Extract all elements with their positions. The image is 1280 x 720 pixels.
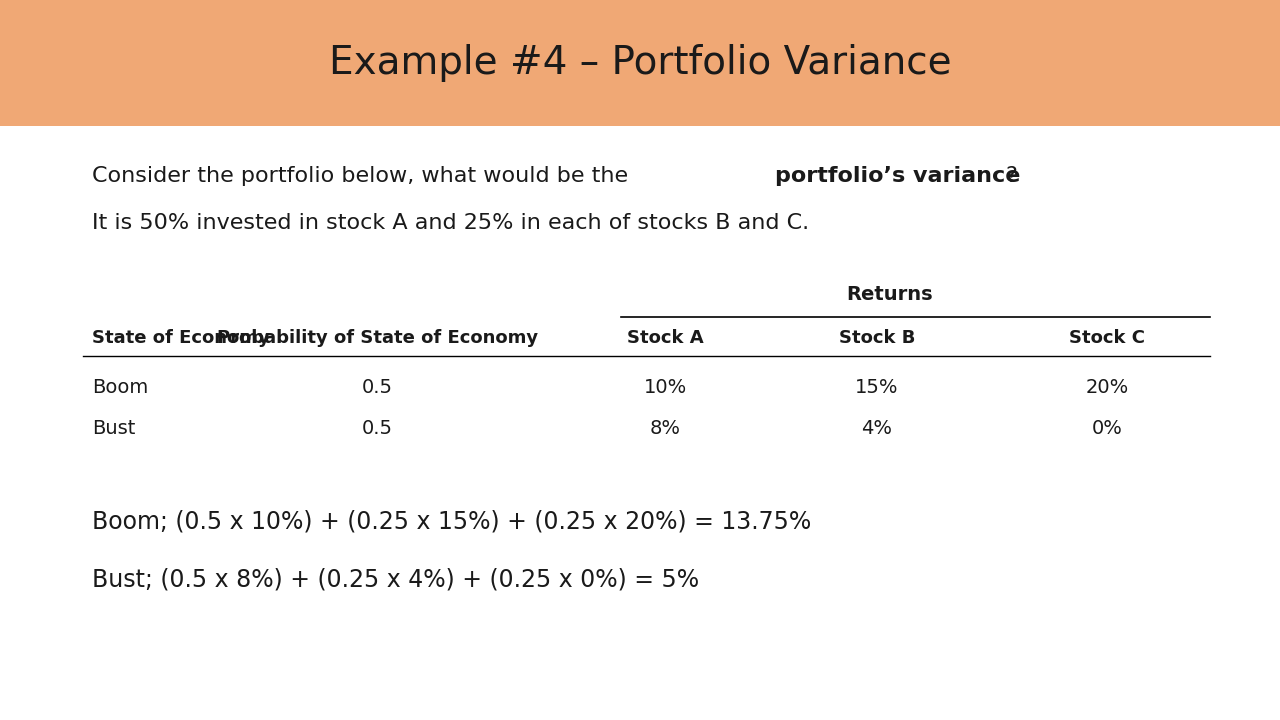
Text: Example #4 – Portfolio Variance: Example #4 – Portfolio Variance bbox=[329, 44, 951, 82]
FancyBboxPatch shape bbox=[0, 0, 1280, 126]
Text: ?: ? bbox=[1006, 166, 1018, 186]
Text: Boom: Boom bbox=[92, 378, 148, 397]
Text: portfolio’s variance: portfolio’s variance bbox=[774, 166, 1020, 186]
Text: 10%: 10% bbox=[644, 378, 687, 397]
Text: Bust; (0.5 x 8%) + (0.25 x 4%) + (0.25 x 0%) = 5%: Bust; (0.5 x 8%) + (0.25 x 4%) + (0.25 x… bbox=[92, 567, 699, 592]
Text: Bust: Bust bbox=[92, 419, 136, 438]
Text: State of Economy: State of Economy bbox=[92, 329, 270, 347]
Text: 15%: 15% bbox=[855, 378, 899, 397]
Text: 0.5: 0.5 bbox=[362, 419, 393, 438]
Text: Boom; (0.5 x 10%) + (0.25 x 15%) + (0.25 x 20%) = 13.75%: Boom; (0.5 x 10%) + (0.25 x 15%) + (0.25… bbox=[92, 510, 812, 534]
Text: 4%: 4% bbox=[861, 419, 892, 438]
Text: Probability of State of Economy: Probability of State of Economy bbox=[218, 329, 538, 347]
Text: 0%: 0% bbox=[1092, 419, 1123, 438]
Text: Consider the portfolio below, what would be the: Consider the portfolio below, what would… bbox=[92, 166, 635, 186]
Text: 8%: 8% bbox=[650, 419, 681, 438]
Text: Stock C: Stock C bbox=[1069, 329, 1146, 347]
Text: 20%: 20% bbox=[1085, 378, 1129, 397]
Text: It is 50% invested in stock A and 25% in each of stocks B and C.: It is 50% invested in stock A and 25% in… bbox=[92, 213, 809, 233]
Text: Returns: Returns bbox=[846, 285, 933, 304]
Text: Stock A: Stock A bbox=[627, 329, 704, 347]
Text: 0.5: 0.5 bbox=[362, 378, 393, 397]
Text: Stock B: Stock B bbox=[838, 329, 915, 347]
